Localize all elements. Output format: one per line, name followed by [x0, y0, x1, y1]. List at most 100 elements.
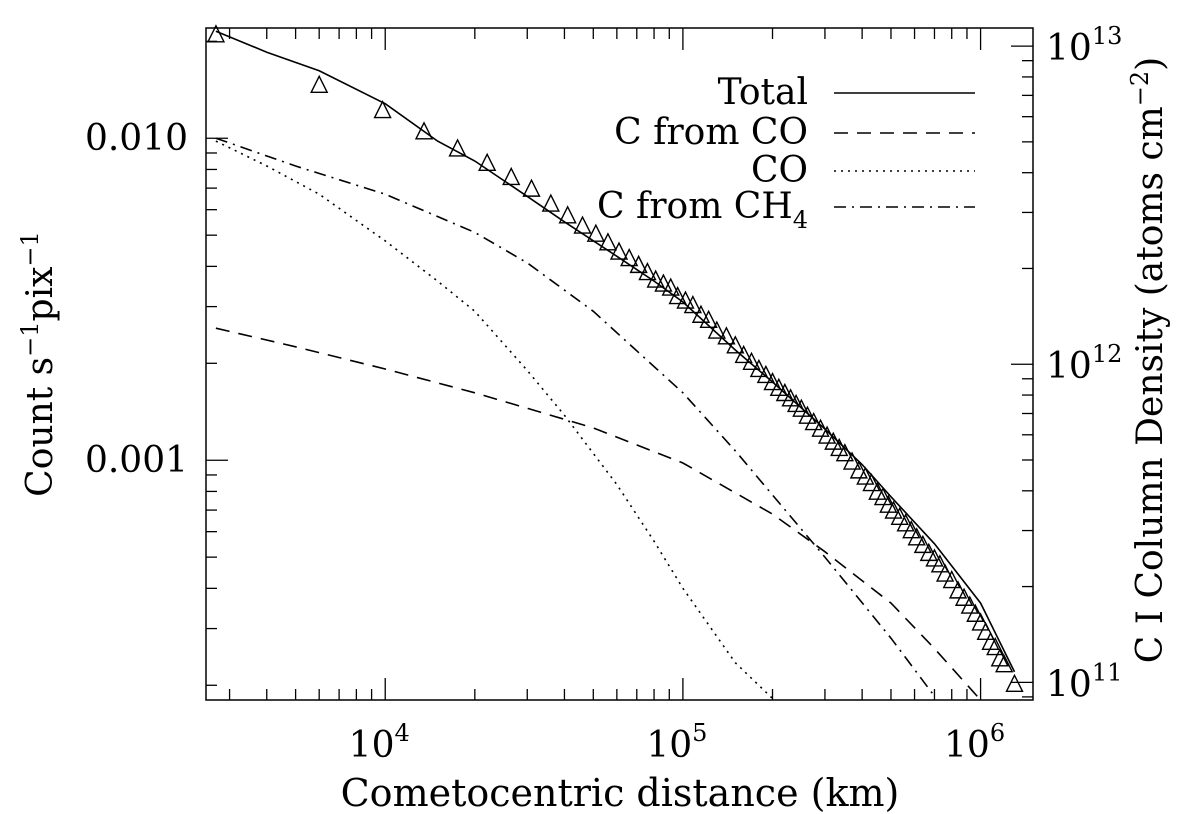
data-point-marker	[976, 621, 995, 641]
data-point-marker	[930, 554, 950, 573]
x-axis-ticks	[228, 28, 982, 700]
data-point-marker	[478, 152, 497, 172]
data-point-marker	[824, 431, 843, 450]
right-tick-label-exp: 11	[1092, 658, 1123, 686]
y-axis-label: Count s−1pix−1	[16, 231, 61, 497]
legend-label: CO	[751, 150, 808, 191]
data-point-marker	[971, 612, 990, 631]
y-tick-label: 0.010	[85, 118, 188, 159]
x-tick-label-base: 10	[944, 725, 990, 766]
legend-label: C from CO	[614, 112, 808, 153]
data-point-marker	[902, 520, 921, 539]
right-tick-label-base: 10	[1046, 28, 1092, 69]
legend-label: Total	[718, 72, 808, 113]
data-point-marker	[558, 205, 577, 224]
data-point-marker	[986, 637, 1005, 656]
right-tick-label: 1013	[1046, 22, 1122, 69]
series-line-c-from-co	[215, 327, 982, 700]
data-point-marker	[1005, 673, 1024, 692]
data-point-marker	[835, 443, 854, 462]
data-point-marker	[913, 534, 933, 554]
y-axis-label-sup1: −1	[16, 321, 44, 356]
x-tick-label: 106	[944, 719, 1005, 766]
data-point-marker	[873, 487, 893, 506]
legend-label-text: CO	[751, 150, 808, 191]
data-point-marker	[717, 326, 736, 345]
x-tick-label: 105	[646, 719, 707, 766]
right-axis-label-sup: −2	[1126, 71, 1154, 106]
x-tick-label: 104	[349, 719, 410, 766]
data-point-marker	[668, 286, 687, 305]
data-point-marker	[206, 24, 226, 43]
data-point-marker	[676, 290, 695, 309]
data-point-marker	[811, 418, 830, 437]
data-point-marker	[598, 232, 618, 251]
data-point-marker	[935, 563, 955, 582]
y-axis-tick-labels: 0.010 0.001	[85, 118, 188, 481]
right-tick-label-base: 10	[1046, 346, 1092, 387]
data-point-marker	[586, 223, 605, 242]
data-point-marker	[896, 513, 915, 532]
data-point-marker	[842, 451, 862, 470]
data-point-marker	[414, 121, 434, 140]
data-point-marker	[638, 261, 657, 281]
data-point-marker	[817, 425, 837, 444]
data-point-marker	[884, 500, 903, 519]
y-tick-label: 0.001	[85, 440, 188, 481]
data-point-marker	[373, 100, 392, 119]
series-line-c-from-ch4	[215, 137, 936, 697]
data-point-marker	[699, 309, 718, 329]
data-point-marker	[448, 138, 467, 157]
data-point-marker	[661, 277, 680, 296]
data-point-marker	[942, 569, 961, 589]
x-tick-label-exp: 5	[692, 719, 707, 747]
legend-label-text: Total	[718, 72, 808, 113]
data-point-marker	[573, 215, 592, 234]
x-tick-label-base: 10	[349, 725, 395, 766]
y-axis-label-sup2: −1	[16, 231, 44, 266]
data-point-marker	[620, 247, 639, 267]
data-point-marker	[966, 603, 985, 622]
legend-label-text: C from CH	[597, 186, 793, 227]
data-point-marker	[763, 372, 782, 391]
data-point-marker	[502, 166, 521, 186]
data-point-marker	[629, 254, 648, 274]
legend-label-text: C from CO	[614, 112, 808, 153]
x-tick-label-base: 10	[646, 725, 692, 766]
x-axis-label: Cometocentric distance (km)	[341, 771, 900, 814]
data-point-marker	[798, 405, 817, 424]
data-point-marker	[890, 506, 909, 526]
data-point-marker	[310, 74, 329, 93]
legend-label: C from CH4	[597, 186, 808, 234]
x-axis-tick-labels: 104 105 106	[349, 719, 1005, 766]
data-point-marker	[995, 654, 1014, 673]
y-axis-label-mid: pix	[20, 267, 61, 322]
right-tick-label-exp: 13	[1092, 22, 1123, 50]
right-tick-label-exp: 12	[1092, 340, 1123, 368]
data-point-marker	[954, 587, 974, 606]
series-line-total	[215, 30, 1016, 673]
y-axis-ticks	[206, 40, 228, 686]
data-point-marker	[646, 269, 665, 288]
data-point-marker	[948, 580, 968, 599]
right-tick-label: 1012	[1046, 340, 1122, 387]
data-point-marker	[804, 411, 823, 431]
x-tick-label-exp: 4	[394, 719, 409, 747]
y-axis-label-main: Count s	[20, 357, 61, 497]
data-point-marker	[960, 595, 979, 614]
data-point-marker	[856, 466, 875, 485]
series-lines	[215, 30, 1016, 700]
series-line-co	[215, 140, 774, 700]
data-point-marker	[609, 241, 629, 260]
x-tick-label-exp: 6	[990, 719, 1005, 747]
data-point-marker	[849, 460, 868, 479]
right-axis-label-end: )	[1130, 57, 1171, 71]
data-point-marker	[541, 193, 560, 212]
data-point-marker	[683, 295, 702, 314]
data-point-marker	[742, 351, 761, 370]
data-point-marker	[707, 320, 726, 339]
data-point-marker	[522, 178, 541, 197]
